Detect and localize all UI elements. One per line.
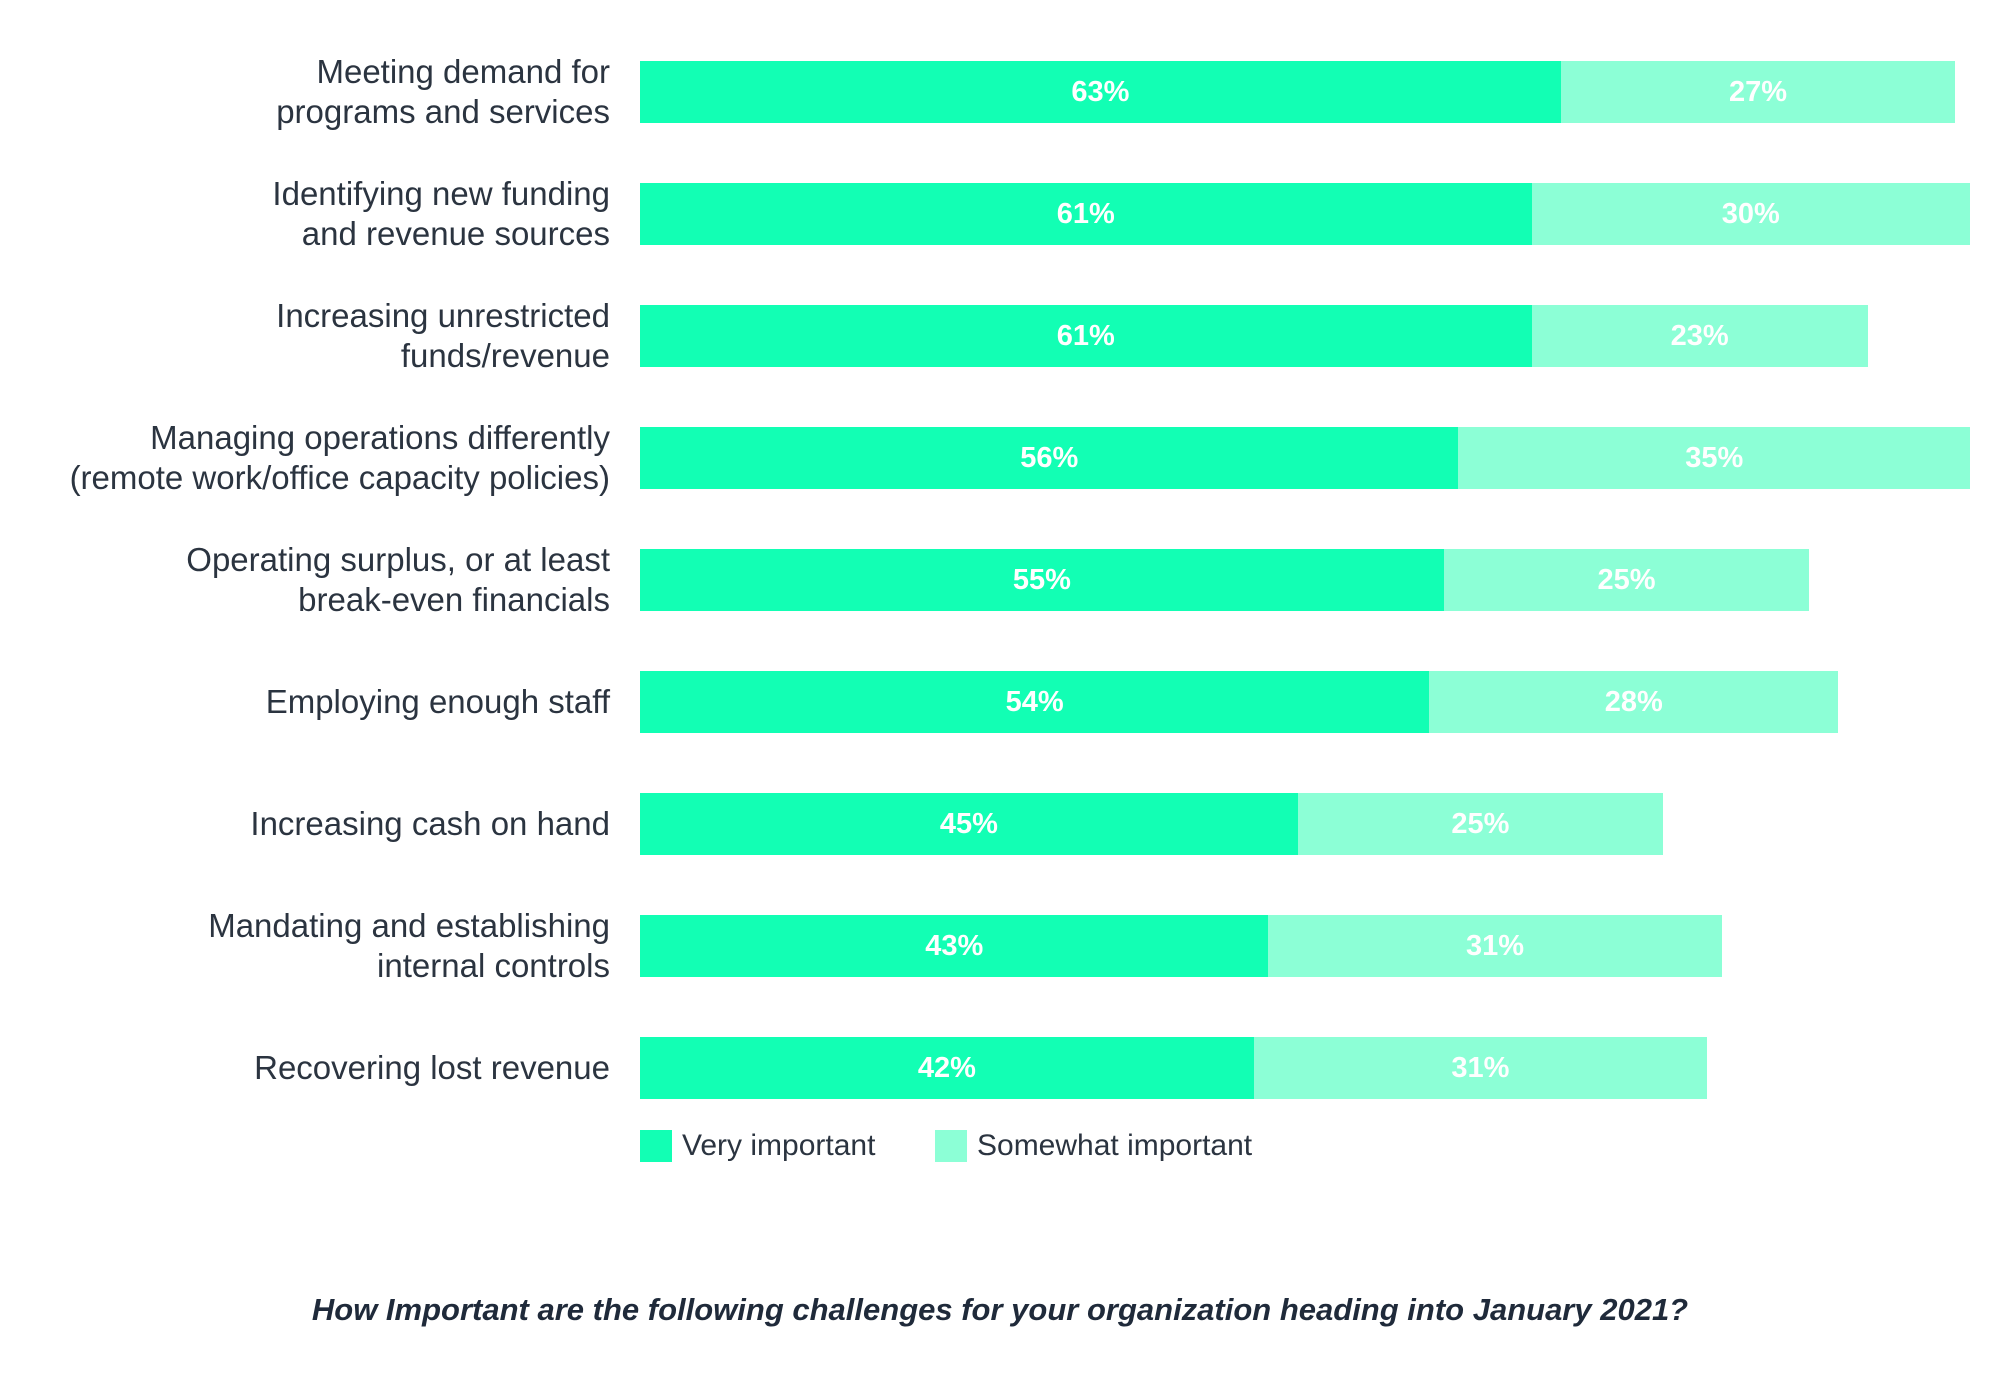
- bar-very-important: [640, 915, 1269, 977]
- bar-very-important: [640, 1037, 1254, 1099]
- data-label: 35%: [1685, 442, 1744, 474]
- data-label: 25%: [1451, 808, 1510, 840]
- chart-caption: How Important are the following challeng…: [311, 1292, 1689, 1327]
- data-label: 55%: [1012, 564, 1071, 596]
- bar-somewhat-important: [1531, 305, 1868, 367]
- category-label: internal controls: [377, 947, 610, 984]
- data-label: 63%: [1071, 76, 1130, 108]
- category-label: Identifying new funding: [272, 175, 610, 212]
- category-label: Increasing unrestricted: [276, 297, 610, 334]
- category-label: programs and services: [276, 93, 610, 130]
- data-label: 28%: [1604, 686, 1663, 718]
- data-label: 54%: [1005, 686, 1064, 718]
- category-label: Mandating and establishing: [208, 907, 610, 944]
- category-label: Operating surplus, or at least: [186, 541, 610, 578]
- data-label: 31%: [1465, 930, 1524, 962]
- category-label: (remote work/office capacity policies): [69, 459, 610, 496]
- legend-label: Somewhat important: [977, 1129, 1253, 1162]
- data-label: 43%: [925, 930, 984, 962]
- legend-swatch: [640, 1130, 672, 1162]
- bar-somewhat-important: [1429, 671, 1839, 733]
- data-label: 56%: [1020, 442, 1079, 474]
- legend-item: Somewhat important: [935, 1130, 1252, 1162]
- category-label: Managing operations differently: [150, 419, 610, 456]
- data-label: 42%: [917, 1052, 976, 1084]
- data-label: 61%: [1056, 198, 1115, 230]
- category-label: Employing enough staff: [265, 683, 610, 720]
- bar-somewhat-important: [1443, 549, 1810, 611]
- data-label: 27%: [1729, 76, 1788, 108]
- bar-somewhat-important: [1268, 915, 1722, 977]
- bar-very-important: [640, 183, 1532, 245]
- category-label: Meeting demand for: [316, 53, 610, 90]
- data-label: 25%: [1597, 564, 1656, 596]
- bar-very-important: [640, 793, 1298, 855]
- data-label: 31%: [1451, 1052, 1510, 1084]
- bar-very-important: [640, 671, 1430, 733]
- category-label: funds/revenue: [400, 337, 610, 374]
- data-label: 45%: [939, 808, 998, 840]
- category-label: Increasing cash on hand: [250, 805, 610, 842]
- data-label: 23%: [1670, 320, 1729, 352]
- category-label: and revenue sources: [301, 215, 610, 252]
- data-label: 61%: [1056, 320, 1115, 352]
- bar-somewhat-important: [1531, 183, 1970, 245]
- legend-swatch: [935, 1130, 967, 1162]
- bar-somewhat-important: [1458, 427, 1970, 489]
- legend-item: Very important: [640, 1130, 875, 1162]
- category-label: Recovering lost revenue: [254, 1049, 610, 1086]
- bar-very-important: [640, 427, 1459, 489]
- bar-somewhat-important: [1253, 1037, 1707, 1099]
- bar-very-important: [640, 61, 1561, 123]
- data-label: 30%: [1721, 198, 1780, 230]
- category-label: break-even financials: [298, 581, 610, 618]
- legend-label: Very important: [682, 1129, 876, 1162]
- bar-somewhat-important: [1297, 793, 1664, 855]
- bar-somewhat-important: [1560, 61, 1956, 123]
- bar-very-important: [640, 305, 1532, 367]
- bar-very-important: [640, 549, 1444, 611]
